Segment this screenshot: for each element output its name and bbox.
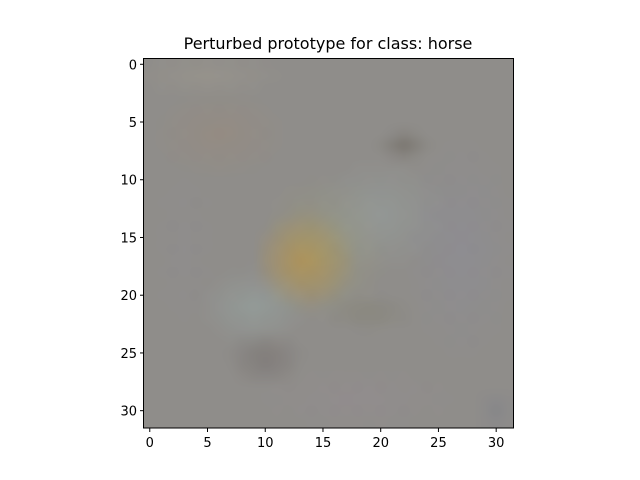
- x-tick-label: 0: [146, 436, 154, 451]
- x-axis: 0 5 10 15 20 25 30: [146, 428, 505, 451]
- prototype-image: [144, 58, 514, 428]
- y-tick-label: 20: [120, 289, 137, 304]
- image-frame: [143, 58, 514, 429]
- x-tick-label: 25: [430, 436, 447, 451]
- x-tick-label: 10: [257, 436, 274, 451]
- x-tick-label: 5: [203, 436, 211, 451]
- y-tick-label: 30: [120, 405, 137, 420]
- x-tick-label: 15: [315, 436, 332, 451]
- image-area: [143, 58, 514, 429]
- y-tick-label: 0: [129, 58, 137, 73]
- y-tick-label: 25: [120, 347, 137, 362]
- y-tick-label: 10: [120, 174, 137, 189]
- x-tick-label: 30: [488, 436, 505, 451]
- x-tick-label: 20: [372, 436, 389, 451]
- y-axis: 0 5 10 15 20 25 30: [120, 58, 144, 420]
- figure-title: Perturbed prototype for class: horse: [184, 34, 473, 53]
- y-tick-label: 15: [120, 231, 137, 246]
- y-tick-label: 5: [129, 116, 137, 131]
